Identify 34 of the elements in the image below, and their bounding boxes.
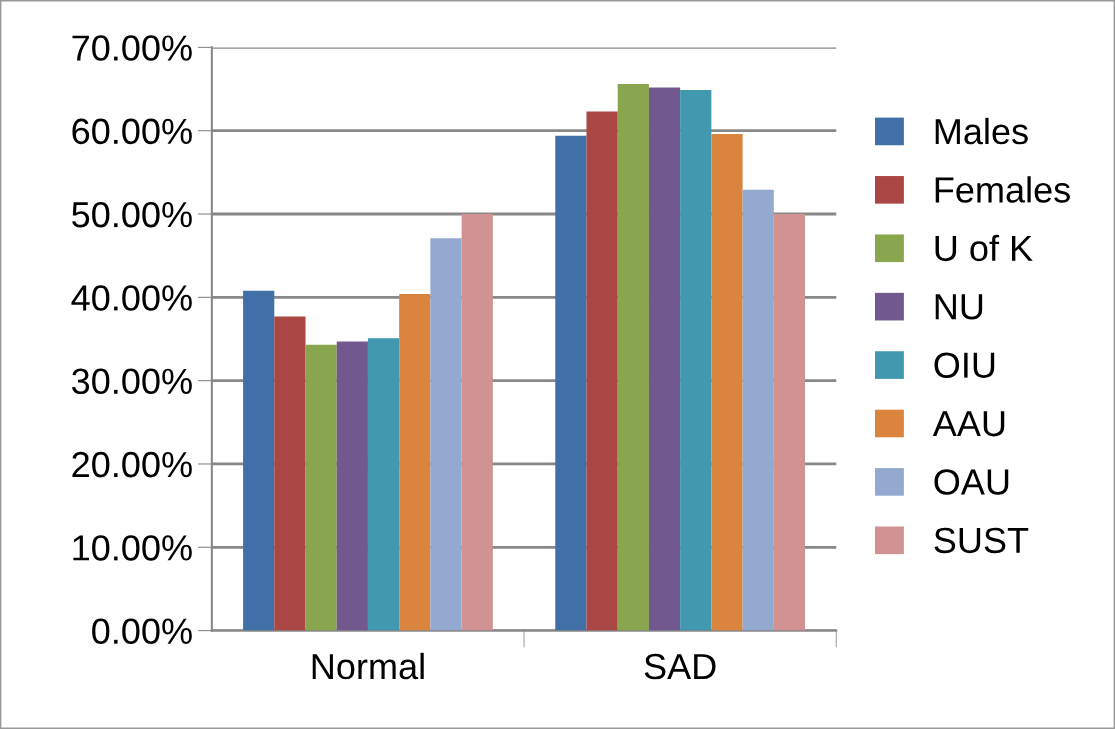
legend-label: NU: [935, 294, 983, 320]
y-tick-label: 30.00%: [72, 368, 192, 395]
y-tick-label: 70.00%: [72, 35, 192, 61]
bar: [367, 338, 400, 631]
legend-label: OAU: [934, 469, 1009, 495]
bar: [399, 294, 431, 631]
legend-label: OIU: [934, 352, 995, 378]
legend-label: Males: [935, 117, 1028, 145]
bar: [773, 214, 806, 631]
bar: [243, 290, 275, 631]
legend-label: SUST: [934, 527, 1029, 554]
bar: [274, 316, 306, 631]
y-tick-label: 60.00%: [72, 118, 192, 145]
x-tick-label: Normal: [312, 652, 424, 680]
bar: [586, 111, 618, 631]
bar: [680, 89, 712, 631]
bar: [742, 189, 774, 631]
x-tick-label: SAD: [644, 653, 716, 680]
y-tick-label: 10.00%: [73, 535, 192, 561]
bar: [336, 341, 368, 631]
bar: [555, 135, 587, 631]
bar: [617, 84, 649, 631]
bar: [711, 134, 743, 631]
legend-label: AAU: [932, 411, 1005, 437]
y-tick-label: 50.00%: [72, 201, 192, 228]
bar: [305, 344, 337, 631]
y-tick-label: 0.00%: [92, 618, 192, 645]
bar: [648, 87, 681, 631]
bar: [461, 214, 493, 631]
y-tick-label: 20.00%: [72, 451, 192, 478]
legend-label: Females: [935, 176, 1070, 203]
legend-label: U of K: [935, 234, 1033, 262]
bar: [430, 238, 462, 631]
y-tick-label: 40.00%: [71, 285, 192, 311]
